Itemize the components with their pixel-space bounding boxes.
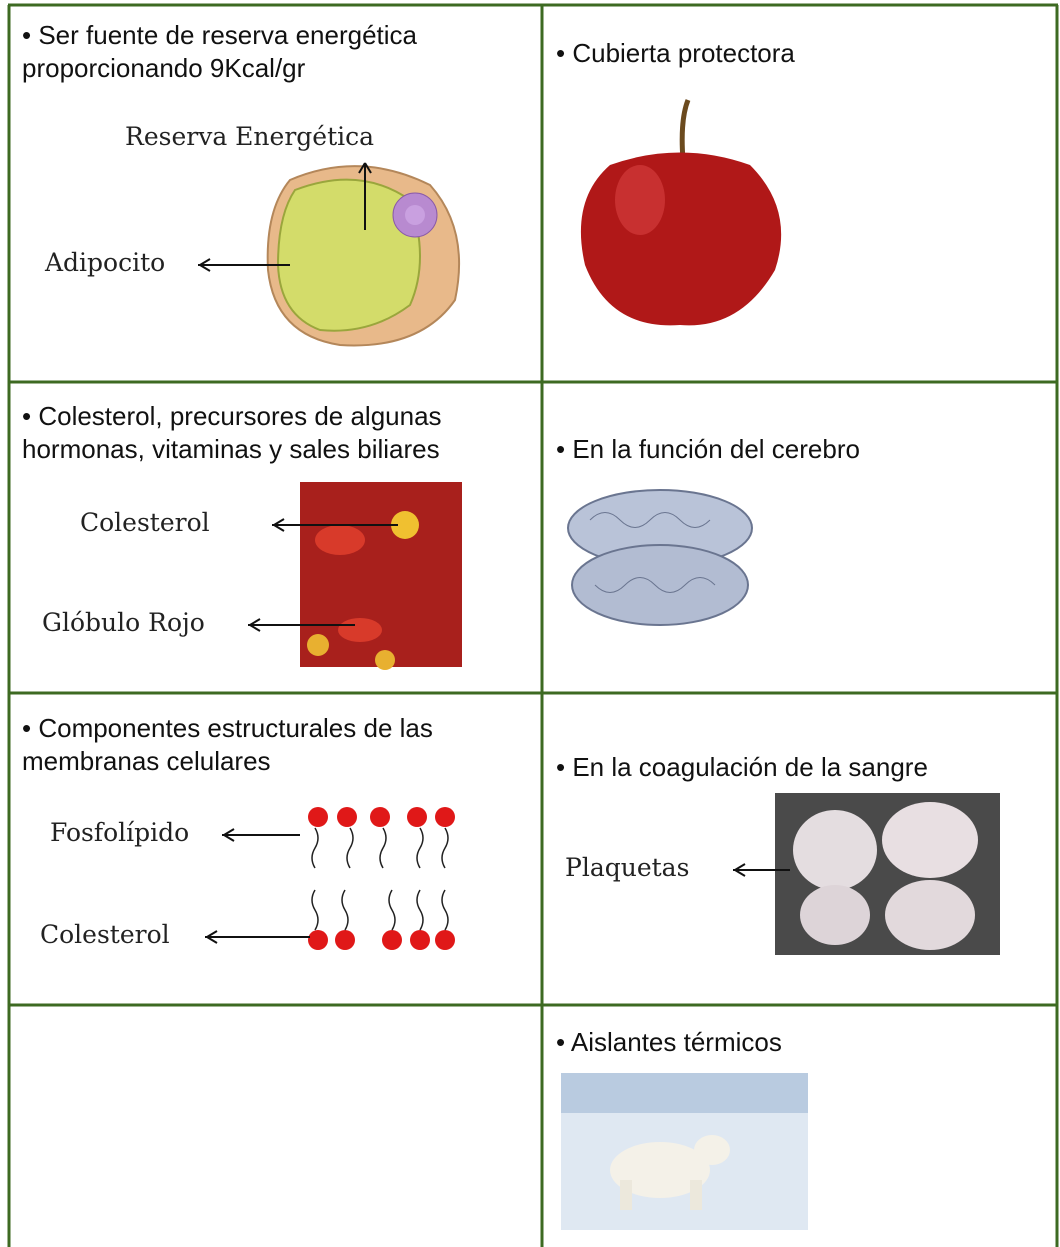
apple-illustration <box>580 99 782 326</box>
cell-text: • En la función del cerebro <box>556 434 860 464</box>
image-label: Colesterol <box>40 920 170 949</box>
cell-text: • En la coagulación de la sangre <box>556 752 928 782</box>
polar-bear-photo <box>561 1073 808 1230</box>
cell-text: • Aislantes térmicos <box>556 1027 782 1057</box>
cell-text: • Ser fuente de reserva energética propo… <box>22 20 418 83</box>
platelets-photo <box>733 793 1000 955</box>
table-borders <box>7 3 1059 1247</box>
brain-illustration <box>567 489 753 626</box>
blood-vessel-illustration <box>248 482 462 670</box>
image-label: Reserva Energética <box>125 122 375 151</box>
cell-text: • Colesterol, precursores de algunas hor… <box>22 401 442 464</box>
adipocyte-illustration <box>198 162 461 347</box>
image-label: Plaquetas <box>565 853 690 882</box>
membrane-illustration <box>205 807 455 950</box>
image-label: Glóbulo Rojo <box>42 608 205 637</box>
cell-text: • Cubierta protectora <box>556 38 795 68</box>
cell-text: • Componentes estructurales de las membr… <box>22 713 433 776</box>
image-label: Fosfolípido <box>50 818 190 847</box>
image-label: Colesterol <box>80 508 210 537</box>
image-label: Adipocito <box>45 248 166 277</box>
